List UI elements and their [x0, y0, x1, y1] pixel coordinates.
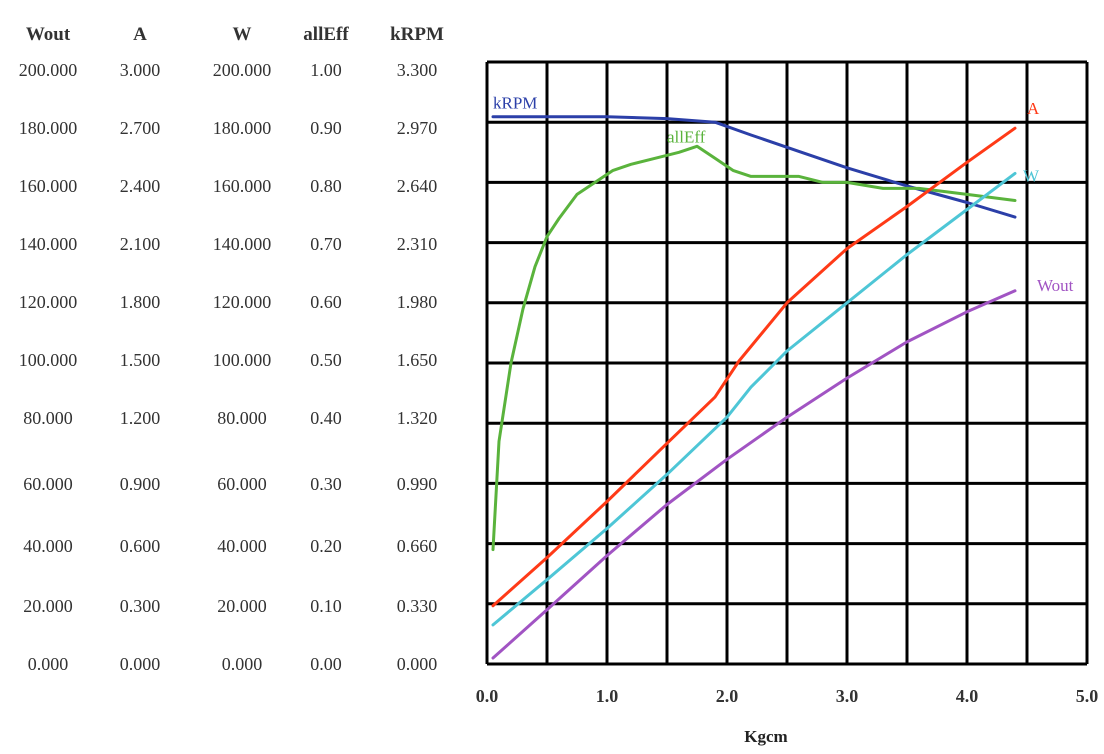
y-tick-label-alleff: 0.60 — [310, 292, 342, 312]
series-label-krpm: kRPM — [493, 94, 537, 113]
axis-header-w: W — [233, 24, 252, 45]
y-tick-label-a: 2.700 — [120, 118, 161, 138]
y-tick-label-alleff: 0.20 — [310, 536, 342, 556]
y-tick-label-krpm: 0.330 — [397, 596, 438, 616]
y-tick-label-wout: 80.000 — [23, 408, 73, 428]
x-tick-label: 3.0 — [836, 686, 859, 706]
y-tick-label-a: 2.100 — [120, 234, 161, 254]
series-line-alleff — [491, 144, 1017, 552]
y-tick-label-alleff: 0.10 — [310, 596, 342, 616]
y-tick-label-krpm: 3.300 — [397, 60, 438, 80]
y-tick-label-a: 1.500 — [120, 350, 161, 370]
y-tick-label-wout: 180.000 — [19, 118, 78, 138]
y-tick-label-a: 2.400 — [120, 176, 161, 196]
x-tick-label: 5.0 — [1076, 686, 1099, 706]
y-tick-label-w: 40.000 — [217, 536, 267, 556]
y-tick-label-a: 1.200 — [120, 408, 161, 428]
y-tick-label-a: 1.800 — [120, 292, 161, 312]
y-tick-label-krpm: 2.310 — [397, 234, 438, 254]
series-label-alleff: allEff — [667, 127, 706, 146]
series-labels: kRPM allEff A W Wout — [493, 94, 1074, 295]
x-tick-label: 1.0 — [596, 686, 619, 706]
series-lines — [491, 115, 1017, 660]
series-label-w: W — [1023, 166, 1040, 185]
y-tick-label-w: 160.000 — [213, 176, 272, 196]
y-tick-label-a: 0.900 — [120, 474, 161, 494]
y-tick-label-w: 60.000 — [217, 474, 267, 494]
y-tick-label-wout: 20.000 — [23, 596, 73, 616]
y-tick-label-wout: 0.000 — [28, 654, 69, 674]
x-tick-label: 4.0 — [956, 686, 979, 706]
x-tick-label: 2.0 — [716, 686, 739, 706]
y-tick-label-a: 0.000 — [120, 654, 161, 674]
axis-header-alleff: allEff — [303, 24, 349, 45]
y-tick-label-alleff: 0.30 — [310, 474, 342, 494]
y-tick-label-alleff: 0.80 — [310, 176, 342, 196]
series-line-wout — [491, 289, 1017, 660]
y-tick-label-krpm: 2.970 — [397, 118, 438, 138]
y-tick-label-w: 180.000 — [213, 118, 272, 138]
y-tick-label-a: 0.300 — [120, 596, 161, 616]
y-tick-label-wout: 100.000 — [19, 350, 78, 370]
y-tick-label-w: 140.000 — [213, 234, 272, 254]
y-tick-label-w: 20.000 — [217, 596, 267, 616]
y-tick-label-w: 80.000 — [217, 408, 267, 428]
y-tick-label-wout: 60.000 — [23, 474, 73, 494]
y-tick-label-alleff: 0.70 — [310, 234, 342, 254]
y-tick-label-krpm: 0.660 — [397, 536, 438, 556]
x-tick-label: 0.0 — [476, 686, 499, 706]
y-tick-label-wout: 120.000 — [19, 292, 78, 312]
axis-header-krpm: kRPM — [390, 24, 444, 45]
y-tick-label-krpm: 2.640 — [397, 176, 438, 196]
y-tick-label-krpm: 1.320 — [397, 408, 438, 428]
y-tick-label-alleff: 1.00 — [310, 60, 342, 80]
axis-header-wout: Wout — [26, 24, 71, 45]
y-tick-label-krpm: 1.650 — [397, 350, 438, 370]
y-tick-label-krpm: 1.980 — [397, 292, 438, 312]
axis-header-a: A — [133, 24, 147, 45]
y-tick-label-w: 200.000 — [213, 60, 272, 80]
y-tick-label-wout: 200.000 — [19, 60, 78, 80]
y-tick-label-wout: 40.000 — [23, 536, 73, 556]
y-tick-label-alleff: 0.00 — [310, 654, 342, 674]
y-tick-label-w: 0.000 — [222, 654, 263, 674]
y-tick-label-alleff: 0.50 — [310, 350, 342, 370]
y-axis-tick-columns: 200.000 180.000 160.000 140.000 120.000 100.0… — [19, 60, 438, 674]
series-line-a — [491, 126, 1017, 608]
series-line-krpm — [491, 115, 1017, 219]
series-label-a: A — [1027, 99, 1040, 118]
y-tick-label-wout: 140.000 — [19, 234, 78, 254]
series-label-wout: Wout — [1037, 276, 1074, 295]
y-tick-label-krpm: 0.000 — [397, 654, 438, 674]
y-tick-label-alleff: 0.90 — [310, 118, 342, 138]
y-tick-label-w: 100.000 — [213, 350, 272, 370]
y-tick-label-alleff: 0.40 — [310, 408, 342, 428]
grid — [485, 60, 1089, 666]
y-tick-label-a: 0.600 — [120, 536, 161, 556]
y-tick-label-a: 3.000 — [120, 60, 161, 80]
x-axis-ticks: 0.0 1.0 2.0 3.0 4.0 5.0 — [476, 686, 1099, 706]
y-tick-label-w: 120.000 — [213, 292, 272, 312]
series-line-w — [491, 171, 1017, 627]
x-axis-label: Kgcm — [744, 727, 787, 746]
y-tick-label-krpm: 0.990 — [397, 474, 438, 494]
y-tick-label-wout: 160.000 — [19, 176, 78, 196]
